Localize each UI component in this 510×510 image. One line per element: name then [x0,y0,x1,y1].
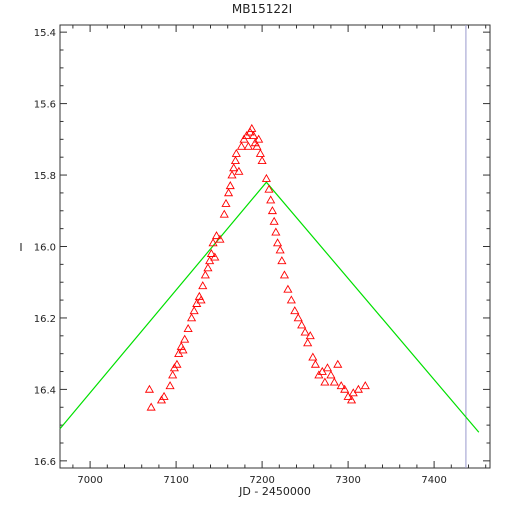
data-point [223,188,234,197]
data-point [336,381,346,390]
data-point [178,345,188,354]
data-point [236,141,247,150]
data-point [227,170,237,179]
data-point [322,363,333,372]
data-point [165,381,175,390]
data-point [326,370,336,379]
data-point [275,245,285,254]
data-point [308,352,318,361]
data-point [210,252,220,261]
plot-area: 7000 7100 7200 7300 7400 15.4 15.6 15.8 16.0 16.2… [34,24,491,486]
data-point [257,156,267,165]
data-point [230,156,241,165]
data-point [279,270,290,279]
data-point [159,391,169,400]
data-point [267,206,277,215]
data-point [283,284,293,293]
data-point [200,270,210,279]
data-point [346,395,357,404]
data-point [248,131,259,140]
y-tick-label: 16.6 [34,457,56,468]
data-point [180,334,190,343]
data-point [277,256,287,265]
data-point [254,134,264,143]
data-point [273,238,283,247]
data-point [297,320,307,329]
data-point [208,238,218,247]
x-tick-label: 7200 [249,475,274,486]
data-point [353,384,363,393]
data-point [211,231,222,240]
x-tick-label: 7300 [335,475,360,486]
data-point [234,166,244,175]
data-point [196,295,206,304]
data-point [221,198,231,207]
data-point [187,313,197,322]
data-point [243,141,253,150]
data-point [340,384,350,393]
data-point [229,163,239,172]
chart-title: MB15122I [232,2,292,16]
data-point [146,402,156,411]
y-tick-label: 15.8 [34,171,56,182]
data-point [300,327,310,336]
data-point [219,209,229,218]
data-point [293,313,303,322]
data-point [198,281,208,290]
y-axis-label: I [19,241,22,254]
data-point [247,123,257,132]
x-tick-label: 7100 [163,475,188,486]
data-point [266,195,276,204]
data-point [183,323,193,332]
data-point [231,148,241,157]
y-tick-label: 16.2 [34,314,56,325]
data-point [303,338,313,347]
x-axis-label: JD - 2450000 [238,485,311,498]
y-tick-label: 15.4 [34,28,56,39]
data-point [215,234,225,243]
data-point [269,216,279,225]
x-tick-label: 7000 [77,475,102,486]
x-tick-label: 7400 [421,475,446,486]
data-point [144,384,155,393]
data-point [271,227,281,236]
data-point [252,141,262,150]
data-point [168,370,178,379]
data-point [264,184,274,193]
y-tick-label: 16.4 [34,385,56,396]
data-point [189,306,199,315]
data-point [329,377,339,386]
data-point [320,377,330,386]
data-point [290,306,300,315]
data-point [261,173,271,182]
y-tick-label: 15.6 [34,100,56,111]
data-point [360,381,370,390]
data-point [255,148,265,157]
model-curve-line [59,181,480,433]
data-point [286,295,296,304]
y-tick-label: 16.0 [34,243,56,254]
data-point [333,359,343,368]
data-point [310,359,320,368]
data-point [172,359,182,368]
data-point [203,263,213,272]
data-point [206,248,216,257]
data-point [305,331,315,340]
data-point [225,181,235,190]
